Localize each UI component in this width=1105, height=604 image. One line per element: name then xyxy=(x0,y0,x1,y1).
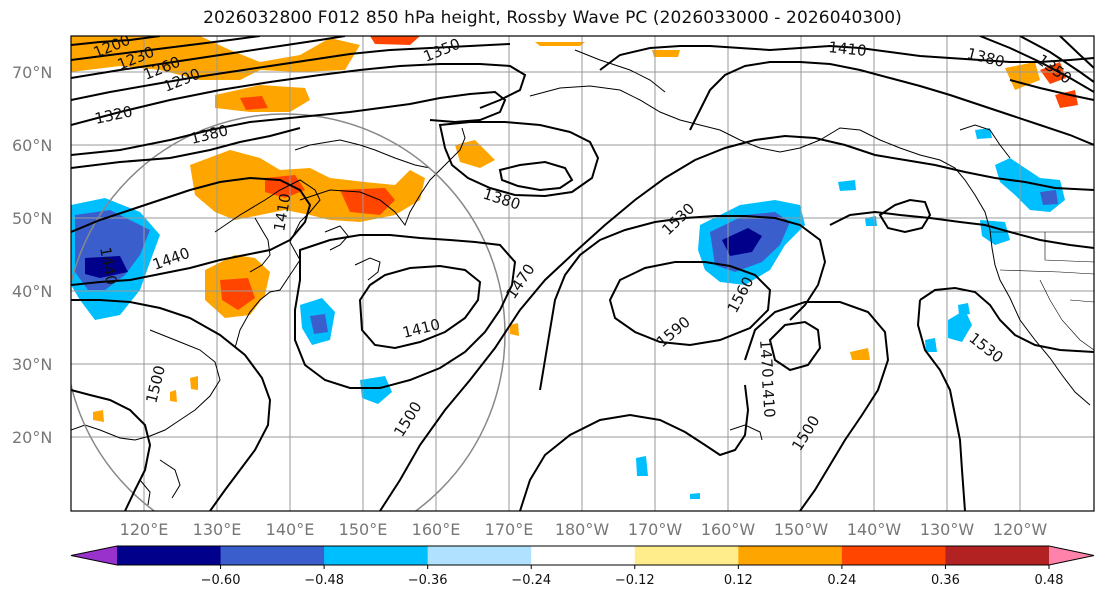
colorbar-tick-label: 0.36 xyxy=(931,573,960,588)
lon-label: 140°W xyxy=(847,520,902,539)
lat-label: 40°N xyxy=(12,282,52,301)
colorbar-segment xyxy=(324,546,429,565)
graticule xyxy=(71,36,1094,511)
negative-anomaly-shading xyxy=(71,128,1065,499)
colorbar-tick-label: 0.24 xyxy=(827,573,856,588)
lon-label: 130°E xyxy=(193,520,242,539)
contour-label: 1410 xyxy=(828,38,868,60)
lon-label: 140°E xyxy=(266,520,315,539)
map-frame xyxy=(70,35,1095,512)
coastlines xyxy=(71,49,1091,506)
contour-label: 1410 xyxy=(758,379,779,418)
lon-label: 120°E xyxy=(120,520,169,539)
colorbar-tick-label: −0.36 xyxy=(408,573,448,588)
colorbar-segment xyxy=(738,546,843,565)
colorbar-tick-label: −0.24 xyxy=(511,573,551,588)
colorbar-segment xyxy=(634,546,739,565)
colorbar-segment xyxy=(427,546,532,565)
colorbar-tick-label: −0.12 xyxy=(615,573,655,588)
colorbar-segment xyxy=(841,546,946,565)
colorbar-tick-label: 0.12 xyxy=(724,573,753,588)
colorbar-segment xyxy=(220,546,325,565)
lon-label: 150°E xyxy=(339,520,388,539)
map-content: 1200 1230 1260 1290 1320 1350 1380 1410 … xyxy=(71,36,1094,511)
lat-label: 60°N xyxy=(12,136,52,155)
latitude-labels: 70°N 60°N 50°N 40°N 30°N 20°N xyxy=(12,63,52,447)
colorbar-extend-max xyxy=(1049,546,1094,565)
colorbar-tick-label: −0.48 xyxy=(304,573,344,588)
lon-label: 160°E xyxy=(412,520,461,539)
lat-label: 70°N xyxy=(12,63,52,82)
colorbar-segment xyxy=(945,546,1050,565)
lon-label: 130°W xyxy=(920,520,975,539)
lat-label: 30°N xyxy=(12,355,52,374)
colorbar-tick-label: −0.60 xyxy=(201,573,241,588)
map-title: 2026032800 F012 850 hPa height, Rossby W… xyxy=(203,8,902,28)
lon-label: 170°E xyxy=(485,520,534,539)
colorbar: −0.60 −0.48 −0.36 −0.24 −0.12 0.12 0.24 0.36 0.4… xyxy=(70,545,1095,588)
lat-label: 50°N xyxy=(12,209,52,228)
colorbar-segment xyxy=(117,546,222,565)
lon-label: 160°W xyxy=(701,520,756,539)
positive-anomaly-shading xyxy=(71,36,1078,422)
lat-label: 20°N xyxy=(12,428,52,447)
lon-label: 170°W xyxy=(628,520,683,539)
colorbar-segment xyxy=(531,546,636,565)
lon-label: 150°W xyxy=(774,520,829,539)
lon-label: 180°W xyxy=(555,520,610,539)
contour-label: 1470 xyxy=(756,339,777,378)
longitude-labels: 120°E 130°E 140°E 150°E 160°E 170°E 180°… xyxy=(120,520,1048,539)
lon-label: 120°W xyxy=(993,520,1048,539)
colorbar-extend-min xyxy=(71,546,117,565)
colorbar-tick-label: 0.48 xyxy=(1035,573,1064,588)
colorbar-outline xyxy=(70,545,1095,566)
height-contours xyxy=(71,36,1094,511)
